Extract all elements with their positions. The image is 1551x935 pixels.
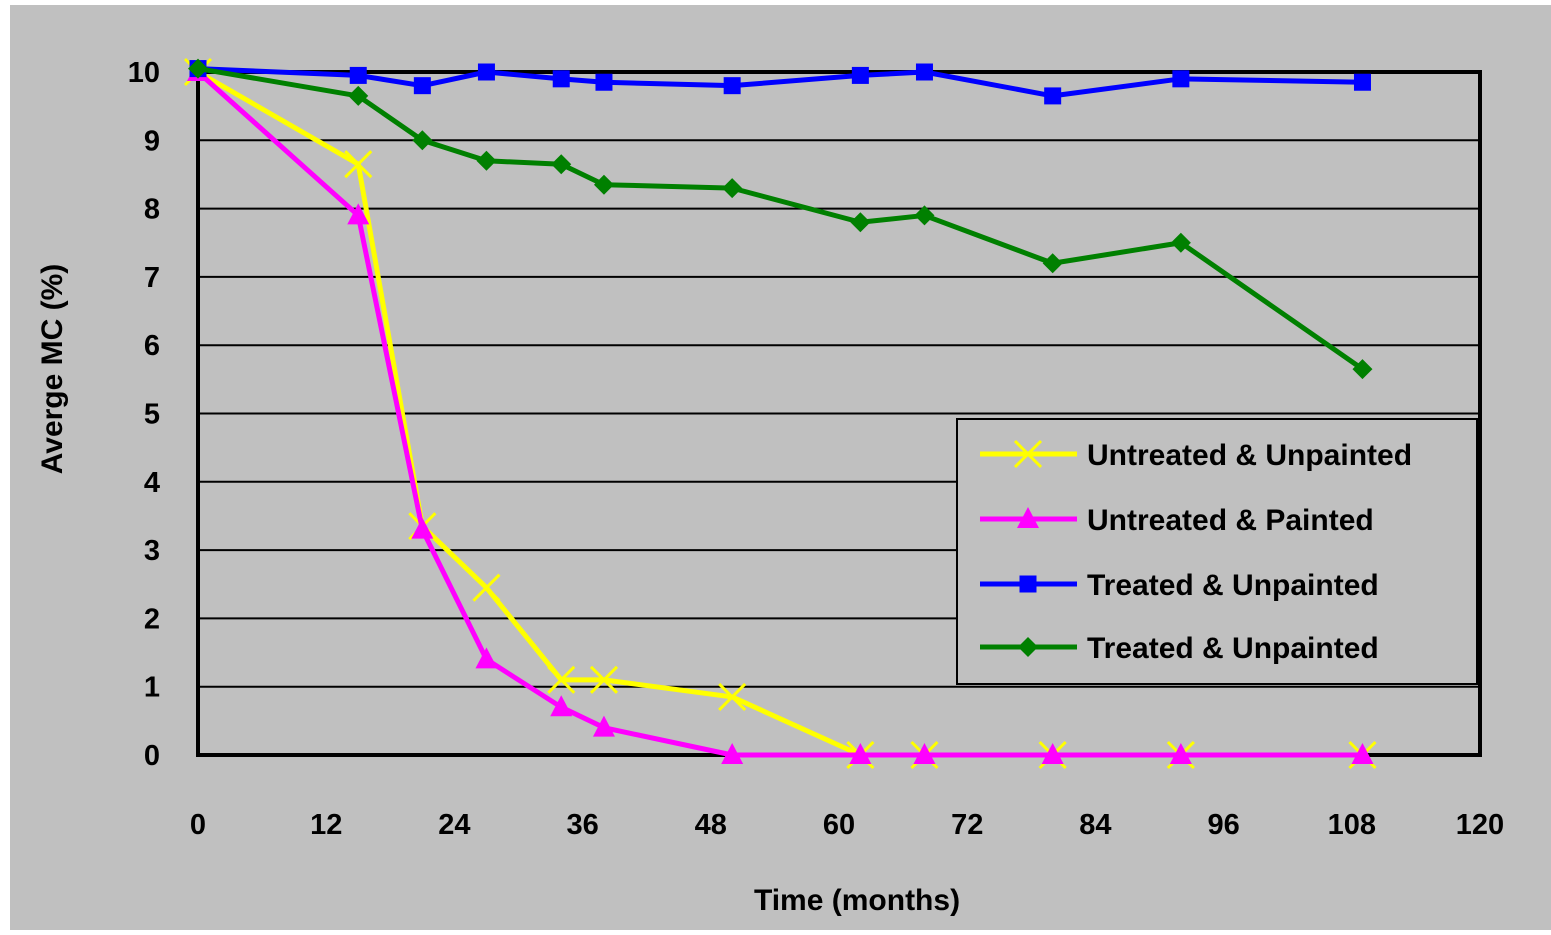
data-point-2-11 bbox=[1354, 74, 1371, 91]
x-tick-label: 0 bbox=[190, 809, 206, 841]
legend-label: Untreated & Unpainted bbox=[1087, 439, 1412, 472]
data-point-2-4 bbox=[553, 70, 570, 87]
legend-label: Treated & Unpainted bbox=[1087, 569, 1379, 602]
y-tick-label: 3 bbox=[144, 535, 160, 567]
data-point-2-7 bbox=[852, 67, 869, 84]
x-tick-label: 96 bbox=[1207, 809, 1239, 841]
y-tick-label: 2 bbox=[144, 603, 160, 635]
x-tick-label: 48 bbox=[695, 809, 727, 841]
y-tick-label: 6 bbox=[144, 330, 160, 362]
x-tick-label: 84 bbox=[1079, 809, 1111, 841]
y-tick-label: 5 bbox=[144, 399, 160, 431]
data-point-2-2 bbox=[414, 77, 431, 94]
data-point-2-9 bbox=[1044, 87, 1061, 104]
x-tick-label: 12 bbox=[310, 809, 342, 841]
data-point-2-1 bbox=[350, 67, 367, 84]
data-point-2-10 bbox=[1172, 70, 1189, 87]
legend-label: Treated & Unpainted bbox=[1087, 632, 1379, 665]
legend-label: Untreated & Painted bbox=[1087, 504, 1374, 537]
legend: Untreated & Unpainted Untreated & Painted… bbox=[957, 419, 1477, 684]
y-tick-label: 9 bbox=[144, 125, 160, 157]
x-axis-title: Time (months) bbox=[754, 884, 960, 917]
x-tick-label: 24 bbox=[438, 809, 470, 841]
y-tick-label: 7 bbox=[144, 262, 160, 294]
x-tick-label: 36 bbox=[566, 809, 598, 841]
data-point-2-8 bbox=[916, 64, 933, 81]
data-point-2-6 bbox=[724, 77, 741, 94]
x-tick-label: 60 bbox=[823, 809, 855, 841]
x-tick-label: 72 bbox=[951, 809, 983, 841]
data-point-2-3 bbox=[478, 64, 495, 81]
y-tick-label: 10 bbox=[128, 57, 160, 89]
legend-marker bbox=[1020, 576, 1037, 593]
y-tick-label: 1 bbox=[144, 672, 160, 704]
y-tick-label: 8 bbox=[144, 194, 160, 226]
y-tick-label: 4 bbox=[144, 467, 160, 499]
data-point-2-5 bbox=[595, 74, 612, 91]
x-tick-label: 108 bbox=[1328, 809, 1376, 841]
y-axis-title: Averge MC (%) bbox=[36, 264, 69, 475]
y-tick-label: 0 bbox=[144, 740, 160, 772]
x-tick-label: 120 bbox=[1456, 809, 1504, 841]
